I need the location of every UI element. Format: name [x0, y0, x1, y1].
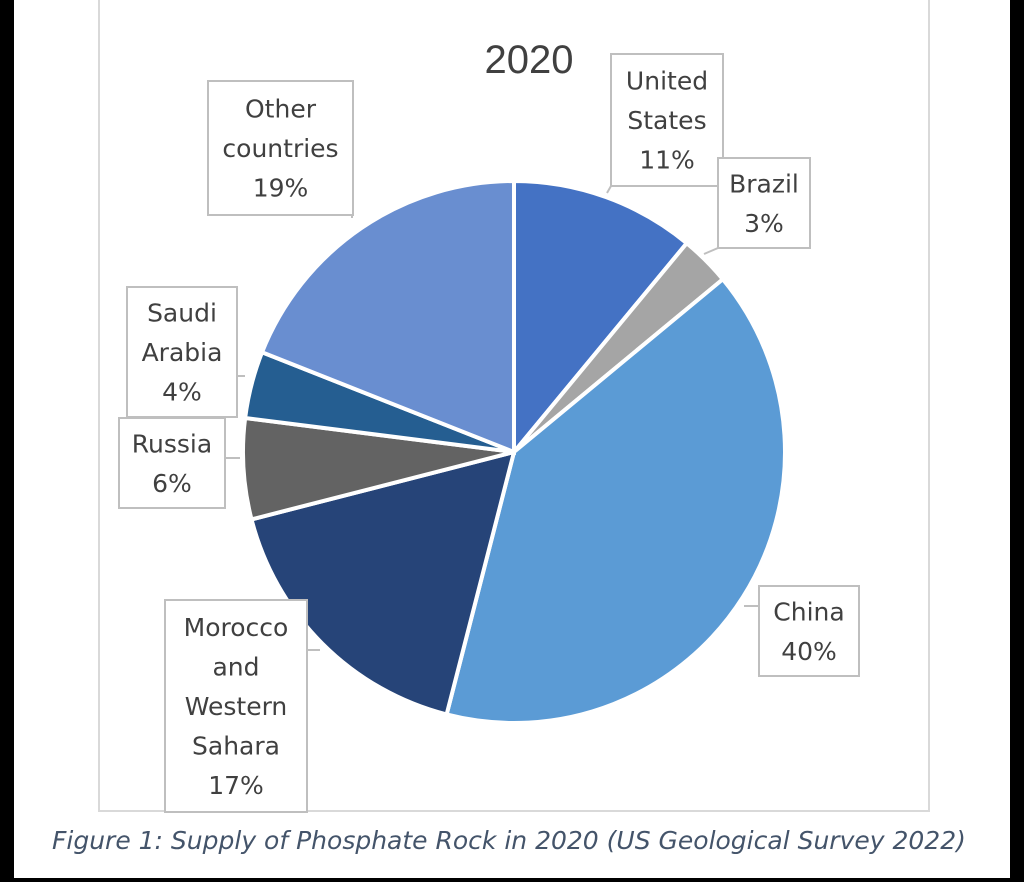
slice-name-label: Brazil — [729, 169, 799, 198]
slice-name-label: Other — [245, 95, 317, 124]
pie-slice-other-countries — [259, 178, 516, 455]
callout-saudi-arabia: Saudi Arabia 4% — [126, 286, 245, 418]
slice-name-label: countries — [222, 134, 338, 163]
slice-name-label: United — [626, 67, 708, 96]
slice-percent-label: 6% — [152, 469, 192, 498]
callout-leader-line — [703, 247, 719, 255]
slice-name-label: China — [773, 597, 844, 626]
slice-name-label: Russia — [132, 429, 212, 458]
slice-name-label: Saudi — [147, 299, 217, 328]
slice-percent-label: 19% — [253, 174, 309, 203]
slice-name-label: Morocco — [184, 613, 289, 642]
slice-percent-label: 11% — [639, 146, 695, 175]
slice-percent-label: 17% — [208, 771, 264, 800]
callout-brazil: Brazil 3% — [703, 157, 811, 255]
slice-name-label: Sahara — [192, 732, 280, 761]
slice-name-label: States — [627, 106, 706, 135]
callout-china: China 40% — [744, 585, 860, 677]
slice-percent-label: 3% — [744, 209, 784, 238]
slice-name-label: and — [212, 653, 259, 682]
pie-slice-united-states — [512, 178, 690, 458]
callout-box — [207, 80, 354, 216]
callout-box — [118, 417, 226, 509]
slice-name-label: Arabia — [142, 338, 223, 367]
pie-slice-morocco-and-western-sahara — [249, 449, 517, 717]
callout-morocco-and-western-sahara: Morocco and Western Sahara 17% — [164, 599, 320, 813]
slice-percent-label: 4% — [162, 378, 202, 407]
callout-box — [164, 599, 308, 813]
callout-other-countries: Other countries 19% — [207, 80, 354, 218]
callout-united-states: United States 11% — [606, 53, 724, 194]
callout-russia: Russia 6% — [118, 417, 240, 509]
callout-leader-line — [606, 185, 612, 194]
slice-name-label: Western — [185, 692, 288, 721]
pie-slice-china — [444, 276, 787, 725]
slice-percent-label: 40% — [781, 637, 837, 666]
figure-caption: Figure 1: Supply of Phosphate Rock in 20… — [52, 826, 966, 855]
callout-box — [126, 286, 238, 418]
callout-box — [758, 585, 860, 677]
chart-frame — [98, 0, 930, 812]
callout-box — [717, 157, 811, 249]
callout-box — [610, 53, 724, 187]
chart-title: 2020 — [484, 38, 574, 82]
